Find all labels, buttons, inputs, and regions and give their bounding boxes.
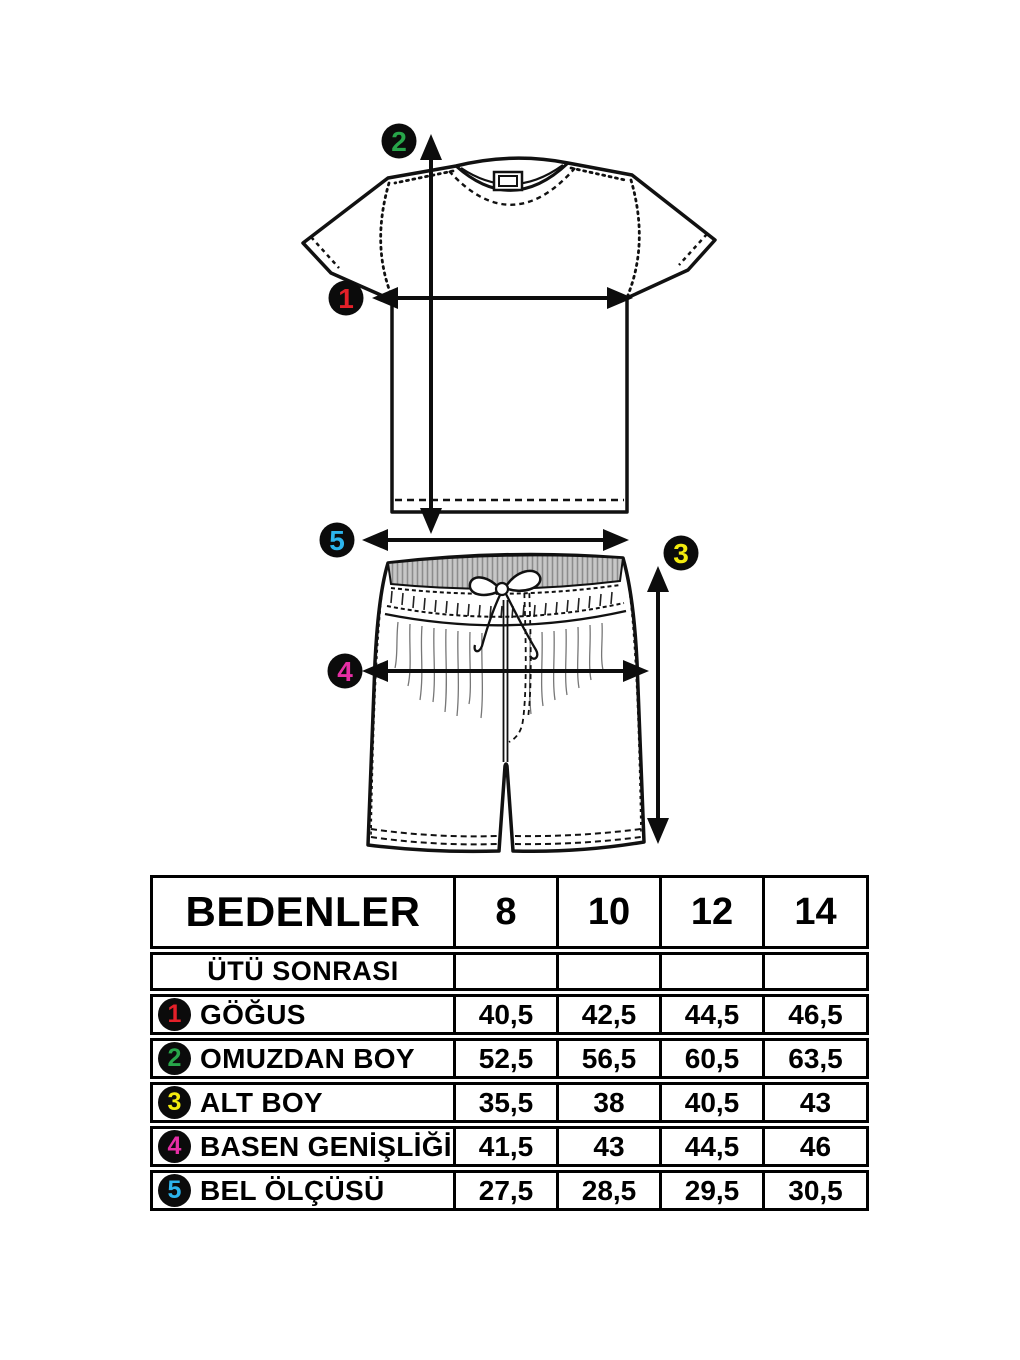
garment-diagram: 1 2 3 4 5 [301, 123, 717, 854]
svg-text:5: 5 [329, 525, 345, 556]
svg-text:1: 1 [338, 283, 354, 314]
subheader-utu-sonrasi: ÜTÜ SONRASI [150, 952, 456, 991]
row-label: OMUZDAN BOY [200, 1042, 415, 1074]
row-label: BASEN GENİŞLİĞİ [200, 1130, 452, 1162]
value-cell: 56,5 [559, 1038, 662, 1079]
empty-cell [456, 952, 559, 991]
shorts-outline [366, 552, 646, 854]
fly-stitch-dashed [508, 583, 532, 743]
waistband-ticks [390, 590, 613, 619]
row-label: BEL ÖLÇÜSÜ [200, 1174, 385, 1206]
drawstring-ends [473, 593, 539, 660]
value-cell: 27,5 [456, 1170, 559, 1211]
waist-width-arrow [362, 529, 629, 551]
center-front-seam [502, 600, 509, 762]
neck-label-inner [498, 175, 518, 187]
empty-cell [559, 952, 662, 991]
tshirt-outline [301, 156, 717, 514]
badge-1-icon: 1 [158, 998, 191, 1031]
badge-3-icon: 3 [663, 535, 699, 571]
shoulder-length-arrow [420, 134, 442, 534]
side-seam-stitch [370, 581, 642, 839]
diagram-badges: 1 2 3 4 5 [319, 123, 699, 689]
value-cell: 42,5 [559, 994, 662, 1035]
collar-stitch-dashed [448, 167, 576, 206]
value-cell: 40,5 [662, 1082, 765, 1123]
sleeve-hem-stitch [310, 233, 708, 269]
chest-width-arrow [372, 287, 633, 309]
value-cell: 43 [559, 1126, 662, 1167]
value-cell: 35,5 [456, 1082, 559, 1123]
badge-2-icon: 2 [381, 123, 417, 159]
row-label: ALT BOY [200, 1086, 323, 1118]
badge-5-icon: 5 [319, 522, 355, 558]
drawstring-knot [494, 581, 510, 597]
value-cell: 60,5 [662, 1038, 765, 1079]
badge-4-icon: 4 [327, 653, 363, 689]
value-cell: 40,5 [456, 994, 559, 1035]
table-row-basen-genisligi: 4 BASEN GENİŞLİĞİ 41,5 43 44,5 46 [150, 1126, 869, 1167]
value-cell: 44,5 [662, 994, 765, 1035]
measure-arrows [362, 134, 669, 844]
leg-hem-stitch [370, 828, 642, 846]
shoulder-seam-stitch [393, 166, 627, 185]
value-cell: 63,5 [765, 1038, 869, 1079]
badge-3-icon: 3 [158, 1086, 191, 1119]
header-size-12: 12 [662, 875, 765, 949]
shorts-length-arrow [647, 566, 669, 844]
empty-cell [765, 952, 869, 991]
value-cell: 44,5 [662, 1126, 765, 1167]
empty-cell [662, 952, 765, 991]
value-cell: 46,5 [765, 994, 869, 1035]
badge-2-icon: 2 [158, 1042, 191, 1075]
table-header-row: BEDENLER 8 10 12 14 [150, 875, 869, 949]
header-size-8: 8 [456, 875, 559, 949]
drawstring-loop-left [468, 576, 503, 597]
row-label: GÖĞUS [200, 998, 306, 1030]
shorts-drawing [366, 552, 646, 854]
value-cell: 38 [559, 1082, 662, 1123]
value-cell: 52,5 [456, 1038, 559, 1079]
size-table: BEDENLER 8 10 12 14 ÜTÜ SONRASI 1 GÖĞUS [150, 872, 869, 1214]
tshirt-drawing [301, 156, 717, 514]
value-cell: 46 [765, 1126, 869, 1167]
table-row-gogus: 1 GÖĞUS 40,5 42,5 44,5 46,5 [150, 994, 869, 1035]
svg-text:4: 4 [337, 656, 353, 687]
badge-1-icon: 1 [328, 280, 364, 316]
table-row-omuzdan-boy: 2 OMUZDAN BOY 52,5 56,5 60,5 63,5 [150, 1038, 869, 1079]
hip-width-arrow [362, 660, 649, 682]
value-cell: 41,5 [456, 1126, 559, 1167]
header-bedenler: BEDENLER [150, 875, 456, 949]
value-cell: 43 [765, 1082, 869, 1123]
waistband-bottom-edge [384, 609, 627, 627]
header-size-10: 10 [559, 875, 662, 949]
table-row-bel-olcusu: 5 BEL ÖLÇÜSÜ 27,5 28,5 29,5 30,5 [150, 1170, 869, 1211]
drawstring-loop-right [503, 569, 542, 593]
waistband-inner-gray [386, 554, 625, 590]
value-cell: 28,5 [559, 1170, 662, 1211]
armhole-seam-stitch [379, 178, 641, 299]
table-subheader-row: ÜTÜ SONRASI [150, 952, 869, 991]
value-cell: 30,5 [765, 1170, 869, 1211]
svg-text:2: 2 [391, 126, 407, 157]
waistband-stitch-bottom [386, 602, 625, 618]
table-row-alt-boy: 3 ALT BOY 35,5 38 40,5 43 [150, 1082, 869, 1123]
badge-5-icon: 5 [158, 1174, 191, 1207]
badge-4-icon: 4 [158, 1130, 191, 1163]
value-cell: 29,5 [662, 1170, 765, 1211]
header-size-14: 14 [765, 875, 869, 949]
svg-text:3: 3 [673, 538, 689, 569]
